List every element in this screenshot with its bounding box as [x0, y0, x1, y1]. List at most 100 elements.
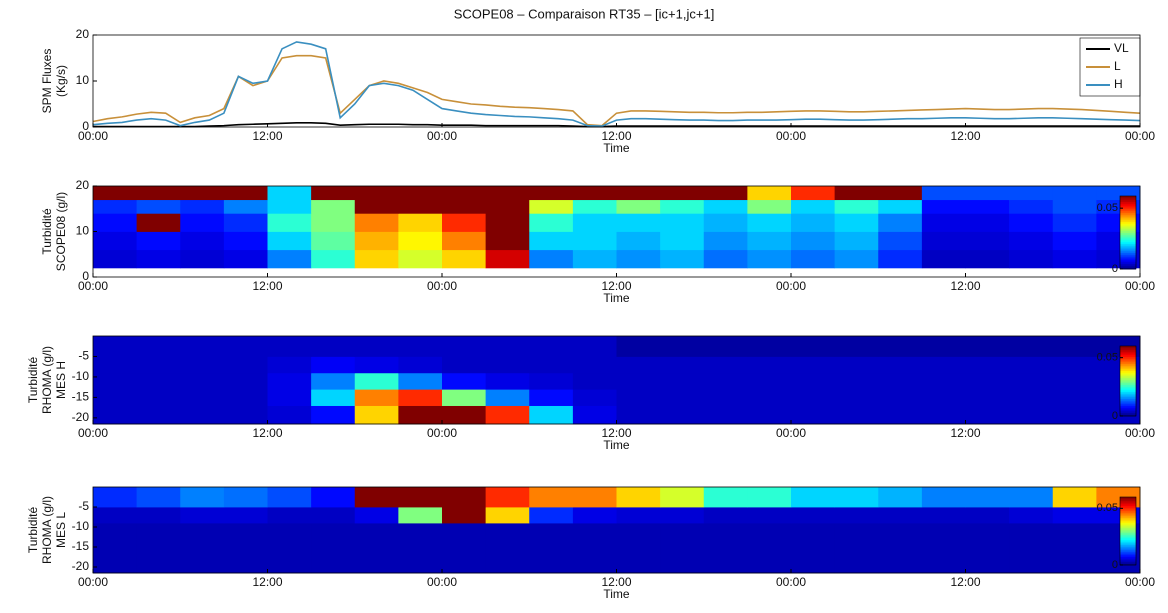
- heatmap-cell: [616, 372, 661, 390]
- heatmap-cell: [834, 186, 879, 201]
- heatmap-cell: [93, 507, 138, 524]
- heatmap-cell: [616, 356, 661, 374]
- colorbar-swatch: [1120, 197, 1136, 201]
- y-tick-label: 10: [76, 73, 90, 87]
- heatmap-cell: [616, 249, 661, 269]
- colorbar-swatch: [1120, 400, 1136, 403]
- heatmap-cell: [1009, 372, 1054, 390]
- heatmap-cell: [878, 555, 923, 574]
- colorbar-swatch: [1120, 407, 1136, 410]
- heatmap-cell: [442, 523, 487, 540]
- colorbar-swatch: [1120, 347, 1136, 350]
- colorbar-swatch: [1120, 230, 1136, 233]
- heatmap-cell: [93, 186, 138, 201]
- x-tick-label: 00:00: [776, 279, 806, 293]
- heatmap-cell: [136, 336, 181, 357]
- colorbar-swatch: [1120, 252, 1136, 255]
- heatmap-cell: [223, 507, 268, 524]
- y-tick-label: -10: [72, 519, 90, 533]
- heatmap-cell: [572, 405, 617, 425]
- colorbar-swatch: [1120, 532, 1136, 535]
- heatmap-cell: [834, 389, 879, 406]
- heatmap-cell: [223, 523, 268, 540]
- colorbar-swatch: [1120, 214, 1136, 217]
- heatmap-cell: [965, 389, 1010, 406]
- heatmap-cell: [1052, 249, 1097, 269]
- colorbar-swatch: [1120, 556, 1136, 559]
- heatmap-cell: [442, 372, 487, 390]
- colorbar-swatch: [1120, 358, 1136, 361]
- colorbar-swatch: [1120, 559, 1136, 563]
- heatmap-cell: [529, 555, 574, 574]
- heatmap-cell: [660, 539, 705, 556]
- heatmap-cell: [267, 356, 312, 374]
- heatmap-cell: [965, 507, 1010, 524]
- heatmap-cell: [1009, 555, 1054, 574]
- y-axis-label: Turbidité: [26, 357, 40, 404]
- heatmap-cell: [267, 523, 312, 540]
- colorbar-swatch: [1120, 349, 1136, 352]
- colorbar-swatch: [1120, 228, 1136, 232]
- colorbar-swatch: [1120, 517, 1136, 520]
- heatmap-cell: [747, 487, 792, 508]
- heatmap-cell: [616, 231, 661, 251]
- colorbar-swatch: [1120, 514, 1136, 517]
- heatmap-cell: [921, 555, 966, 574]
- heatmap-cell: [93, 231, 138, 251]
- colorbar-swatch: [1120, 245, 1136, 248]
- colorbar-swatch: [1120, 410, 1136, 413]
- heatmap-cell: [485, 539, 530, 556]
- heatmap-cell: [354, 539, 399, 556]
- heatmap-cell: [223, 405, 268, 425]
- y-tick-label: -5: [78, 499, 89, 513]
- colorbar-swatch: [1120, 524, 1136, 527]
- heatmap-cell: [878, 356, 923, 374]
- colorbar-swatch: [1120, 497, 1136, 500]
- heatmap-cell: [223, 231, 268, 251]
- heatmap-cell: [791, 507, 836, 524]
- colorbar-swatch: [1120, 536, 1136, 539]
- heatmap-cell: [834, 231, 879, 251]
- heatmap-cell: [1009, 389, 1054, 406]
- heatmap-cell: [965, 231, 1010, 251]
- colorbar-swatch: [1120, 527, 1136, 530]
- heatmap-cell: [616, 405, 661, 425]
- x-axis-label: Time: [603, 141, 630, 155]
- x-tick-label: 00:00: [427, 575, 457, 589]
- heatmap-cell: [311, 186, 356, 201]
- heatmap-cell: [965, 487, 1010, 508]
- colorbar-swatch: [1120, 384, 1136, 387]
- heatmap-cell: [442, 356, 487, 374]
- heatmap-cell: [180, 199, 225, 214]
- colorbar-swatch: [1120, 414, 1136, 417]
- x-axis-label: Time: [603, 587, 630, 601]
- colorbar-swatch: [1120, 515, 1136, 518]
- colorbar-swatch: [1120, 221, 1136, 224]
- colorbar-swatch: [1120, 508, 1136, 512]
- heatmap-cell: [442, 199, 487, 214]
- colorbar-swatch: [1120, 216, 1136, 219]
- heatmap-cell: [616, 487, 661, 508]
- x-tick-label: 12:00: [252, 575, 282, 589]
- x-tick-label: 12:00: [252, 279, 282, 293]
- y-tick-label: -10: [72, 369, 90, 383]
- colorbar-swatch: [1120, 258, 1136, 261]
- colorbar-frame: [1119, 195, 1137, 270]
- colorbar-swatch: [1120, 367, 1136, 370]
- heatmap-cell: [93, 555, 138, 574]
- heatmap-cell: [660, 507, 705, 524]
- colorbar-swatch: [1120, 507, 1136, 510]
- heatmap-cell: [136, 356, 181, 374]
- heatmap-cell: [660, 523, 705, 540]
- heatmap-cell: [223, 249, 268, 269]
- y-tick-label: -15: [72, 390, 90, 404]
- heatmap-cell: [223, 389, 268, 406]
- heatmap-cell: [398, 199, 443, 214]
- heatmap-cell: [834, 539, 879, 556]
- x-tick-label: 12:00: [601, 575, 631, 589]
- heatmap-cell: [93, 249, 138, 269]
- heatmap-cell: [834, 356, 879, 374]
- heatmap-cell: [93, 372, 138, 390]
- colorbar-swatch: [1120, 223, 1136, 226]
- heatmap-cell: [834, 213, 879, 232]
